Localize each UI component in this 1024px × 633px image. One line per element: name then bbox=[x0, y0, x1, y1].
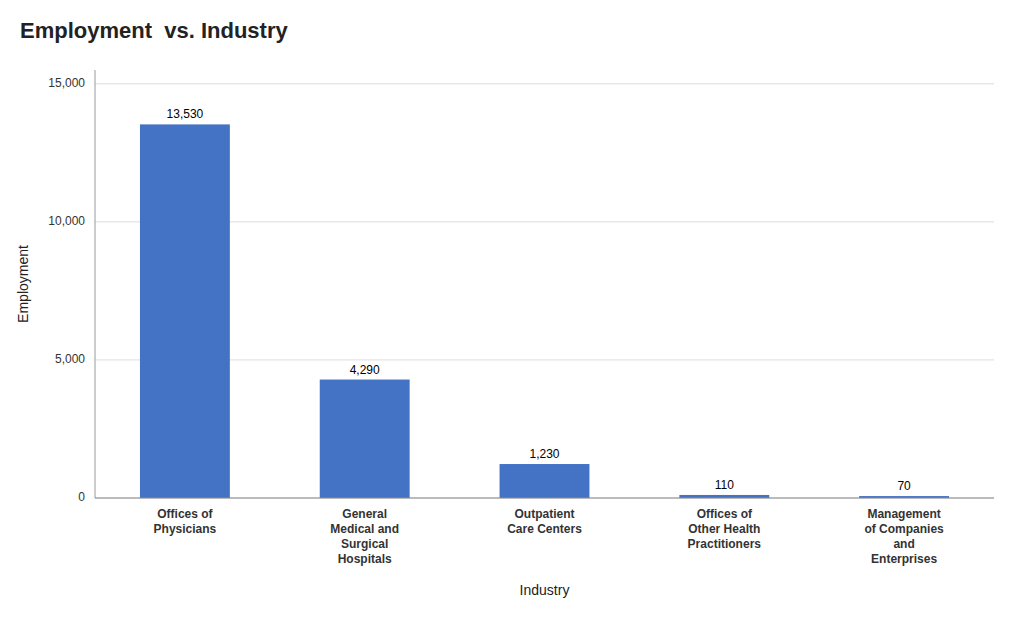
title: Employment vs. Industry bbox=[20, 18, 288, 43]
bar bbox=[500, 464, 590, 498]
grid-line bbox=[95, 498, 994, 499]
bar bbox=[320, 380, 410, 498]
grid-line bbox=[95, 83, 994, 84]
y-axis-line bbox=[95, 70, 96, 498]
x-tick-label: Managementof CompaniesandEnterprises bbox=[864, 507, 944, 566]
x-axis-line bbox=[95, 498, 994, 499]
x-axis: Offices ofPhysicians GeneralMedical andSu… bbox=[95, 498, 994, 566]
data-label: 110 bbox=[715, 478, 734, 492]
grid bbox=[95, 84, 994, 498]
x-axis-label: Industry bbox=[520, 582, 570, 598]
bar bbox=[140, 124, 230, 498]
y-axis-label: Employment bbox=[15, 245, 31, 323]
x-tick-label: Offices ofPhysicians bbox=[154, 507, 217, 536]
data-label: 1,230 bbox=[529, 447, 559, 461]
y-tick-label: 15,000 bbox=[48, 76, 85, 90]
x-tick-label: OutpatientCare Centers bbox=[507, 507, 582, 536]
data-label: 70 bbox=[897, 479, 911, 493]
data-labels: 13,530 4,290 1,230 110 70 bbox=[167, 107, 912, 493]
x-tick-label: Offices ofOther HealthPractitioners bbox=[688, 507, 762, 551]
data-label: 13,530 bbox=[167, 107, 204, 121]
chart: Employment vs. Industry 0 5,000 10,000 15,00… bbox=[0, 0, 1024, 633]
x-tick-label: GeneralMedical andSurgicalHospitals bbox=[330, 507, 399, 566]
y-tick-label: 10,000 bbox=[48, 214, 85, 228]
y-tick-label: 0 bbox=[78, 490, 85, 504]
y-axis: 0 5,000 10,000 15,000 bbox=[48, 70, 95, 504]
y-tick-label: 5,000 bbox=[55, 352, 85, 366]
data-label: 4,290 bbox=[350, 363, 380, 377]
bars bbox=[140, 124, 949, 498]
